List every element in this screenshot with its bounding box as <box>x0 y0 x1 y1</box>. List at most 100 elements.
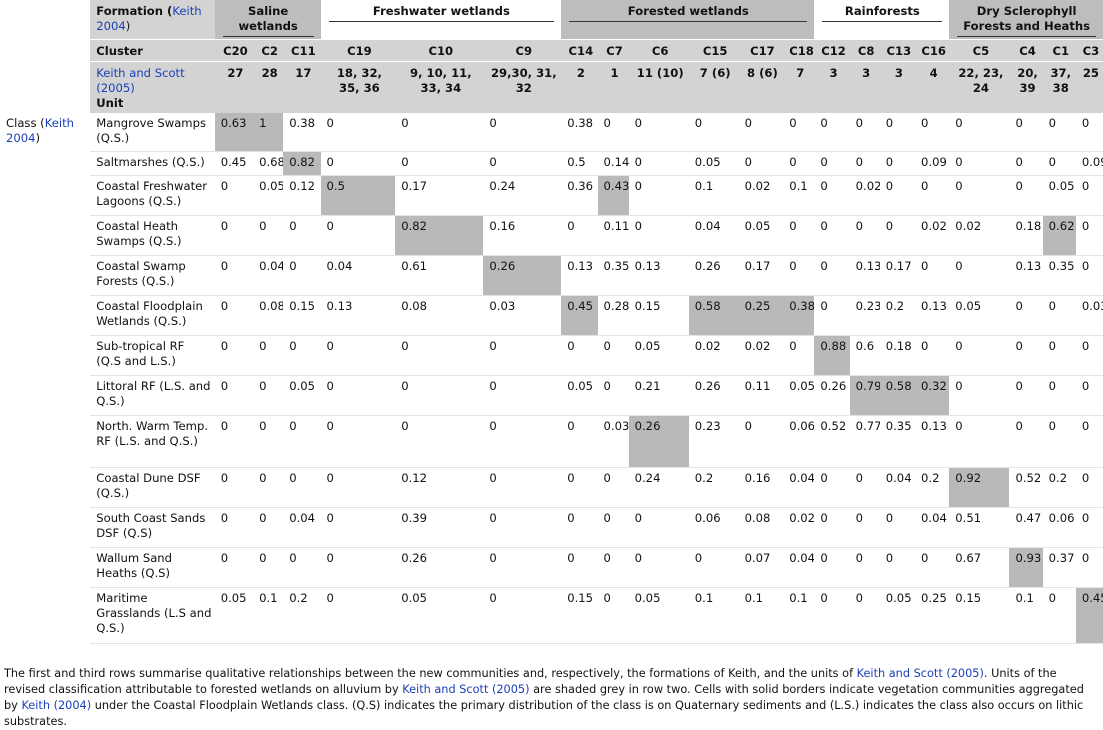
value-cell: 0.35 <box>1042 255 1076 296</box>
value-cell: 0.05 <box>561 375 598 416</box>
value-cell: 1 <box>253 113 284 152</box>
cluster-id: C20 <box>214 39 254 62</box>
footnote-citation-link[interactable]: Keith (2004) <box>21 699 92 712</box>
value-cell: 0 <box>395 415 484 468</box>
formation-name: Freshwater wetlands <box>328 4 555 22</box>
value-cell: 0.45 <box>214 151 254 176</box>
class-name: Saltmarshes (Q.S.) <box>90 151 215 176</box>
table-footnote: The first and third rows summarise quali… <box>4 666 1099 730</box>
class-keith-link[interactable]: Keith 2004 <box>6 116 74 145</box>
unit-value: 11 (10) <box>628 61 689 113</box>
footnote-text: The first and third rows summarise quali… <box>4 667 857 680</box>
table-row: North. Warm Temp. RF (L.S. and Q.S.) 0 0 0 0… <box>0 415 1103 468</box>
unit-value: 18, 32, 35, 36 <box>320 61 396 113</box>
formation-label-cell: Formation (Keith 2004) <box>90 0 215 40</box>
value-cell: 0 <box>597 507 629 548</box>
value-cell: 0 <box>849 507 880 548</box>
value-cell: 0.04 <box>783 547 815 588</box>
value-cell: 0.18 <box>1009 215 1043 256</box>
value-cell: 0 <box>1075 467 1103 508</box>
value-cell: 0 <box>628 151 689 176</box>
cluster-id: C5 <box>949 39 1010 62</box>
value-cell: 0.03 <box>1075 295 1103 336</box>
value-cell: 0 <box>395 335 484 376</box>
value-cell: 0 <box>949 335 1010 376</box>
value-cell: 0 <box>949 175 1010 216</box>
value-cell: 0.68 <box>253 151 284 176</box>
value-cell: 0 <box>283 255 321 296</box>
value-cell: 0 <box>253 507 284 548</box>
value-cell: 0.18 <box>879 335 916 376</box>
value-cell: 0.15 <box>283 295 321 336</box>
class-name: Mangrove Swamps (Q.S.) <box>90 113 215 152</box>
value-cell: 0.02 <box>688 335 739 376</box>
value-cell: 0 <box>1009 335 1043 376</box>
class-name: Wallum Sand Heaths (Q.S) <box>90 547 215 588</box>
class-name: Coastal Swamp Forests (Q.S.) <box>90 255 215 296</box>
value-cell: 0 <box>483 547 562 588</box>
formation-keith-link[interactable]: Keith 2004 <box>96 4 202 33</box>
value-cell: 0 <box>738 113 784 152</box>
value-cell: 0 <box>320 151 396 176</box>
value-cell: 0 <box>879 151 916 176</box>
footnote-citation-link[interactable]: Keith and Scott (2005) <box>402 683 530 696</box>
cluster-id: C2 <box>253 39 284 62</box>
value-cell: 0 <box>814 547 850 588</box>
blank-corner <box>0 39 91 62</box>
value-cell: 0.5 <box>561 151 598 176</box>
value-cell: 0.39 <box>395 507 484 548</box>
value-cell: 0 <box>814 587 850 644</box>
value-cell: 0 <box>214 507 254 548</box>
footnote-citation-link[interactable]: Keith and Scott (2005) <box>856 667 984 680</box>
value-cell: 0.04 <box>253 255 284 296</box>
cluster-id: C8 <box>849 39 880 62</box>
cluster-id: C4 <box>1009 39 1043 62</box>
table-row: Coastal Dune DSF (Q.S.) 0 0 0 0 0.12 0 0 0 0.24 0.… <box>0 467 1103 508</box>
value-cell: 0.2 <box>879 295 916 336</box>
value-cell: 0 <box>738 151 784 176</box>
keith-scott-link[interactable]: Keith and Scott (2005) <box>96 66 185 95</box>
value-cell: 0 <box>1075 113 1103 152</box>
table-row: Coastal Swamp Forests (Q.S.) 0 0.04 0 0.04 0.… <box>0 255 1103 296</box>
value-cell: 0 <box>783 113 815 152</box>
value-cell: 0 <box>1075 175 1103 216</box>
unit-value: 22, 23, 24 <box>949 61 1010 113</box>
unit-value: 7 (6) <box>688 61 739 113</box>
value-cell: 0 <box>561 215 598 256</box>
value-cell: 0 <box>814 175 850 216</box>
value-cell: 0.21 <box>628 375 689 416</box>
value-cell: 0 <box>283 547 321 588</box>
class-label: Class ( <box>6 116 45 130</box>
value-cell: 0 <box>1042 295 1076 336</box>
value-cell: 0.58 <box>879 375 916 416</box>
value-cell: 0.26 <box>688 255 739 296</box>
value-cell: 0 <box>1009 113 1043 152</box>
value-cell: 0 <box>561 547 598 588</box>
formation-name: Dry Sclerophyll Forests and Heaths <box>957 4 1096 37</box>
value-cell: 0 <box>214 295 254 336</box>
table-row: Coastal Freshwater Lagoons (Q.S.) 0 0.05 0.… <box>0 175 1103 216</box>
unit-value: 8 (6) <box>738 61 784 113</box>
value-cell: 0.38 <box>783 295 815 336</box>
value-cell: 0.92 <box>949 467 1010 508</box>
value-cell: 0 <box>814 151 850 176</box>
value-cell: 0.13 <box>915 295 950 336</box>
value-cell: 0 <box>814 507 850 548</box>
value-cell: 0 <box>597 467 629 508</box>
value-cell: 0 <box>483 151 562 176</box>
value-cell: 0.05 <box>628 335 689 376</box>
value-cell: 0 <box>214 215 254 256</box>
value-cell: 0 <box>849 215 880 256</box>
value-cell: 0 <box>214 255 254 296</box>
value-cell: 0.05 <box>628 587 689 644</box>
value-cell: 0.05 <box>395 587 484 644</box>
value-cell: 0 <box>395 375 484 416</box>
value-cell: 0.13 <box>561 255 598 296</box>
class-label-close: ) <box>35 131 41 145</box>
value-cell: 0.2 <box>915 467 950 508</box>
value-cell: 0.05 <box>738 215 784 256</box>
formation-header-row: Formation (Keith 2004) Saline wetlands Fr… <box>0 0 1103 40</box>
value-cell: 0 <box>320 587 396 644</box>
value-cell: 0.06 <box>1042 507 1076 548</box>
value-cell: 0.02 <box>738 335 784 376</box>
